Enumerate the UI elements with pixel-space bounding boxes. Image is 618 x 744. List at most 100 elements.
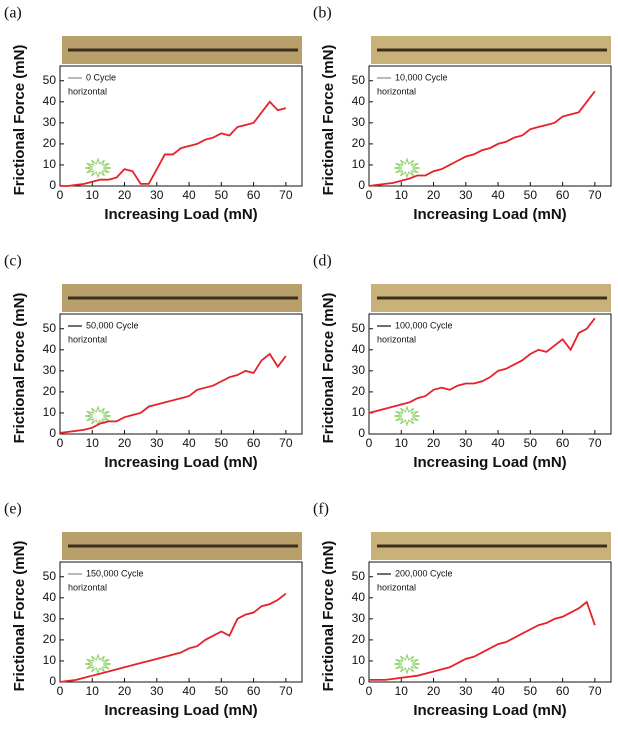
x-tick-label: 40 — [491, 684, 505, 698]
legend-note: horizontal — [68, 334, 107, 344]
x-tick-label: 30 — [150, 188, 164, 202]
panel-label: (b) — [313, 5, 332, 22]
x-tick-label: 60 — [556, 188, 570, 202]
highlight-burst — [393, 653, 421, 675]
x-tick-label: 50 — [524, 436, 538, 450]
panel: (e) 0 10 20 30 40 50 0 10 20 30 40 50 60 70 Increasing … — [4, 501, 303, 719]
legend-label: 100,000 Cycle — [395, 320, 453, 330]
plot-frame — [59, 561, 303, 683]
y-tick-label: 20 — [352, 136, 366, 150]
data-line — [368, 317, 596, 414]
y-tick-label: 20 — [352, 384, 366, 398]
y-axis-title: Frictional Force (mN) — [11, 45, 28, 196]
y-tick-label: 10 — [43, 405, 57, 419]
y-tick-label: 30 — [43, 363, 57, 377]
x-tick-label: 30 — [459, 188, 473, 202]
y-tick-label: 50 — [43, 569, 57, 583]
y-tick-label: 40 — [43, 342, 57, 356]
y-tick-label: 20 — [43, 384, 57, 398]
x-tick-label: 30 — [459, 436, 473, 450]
x-tick-label: 40 — [182, 684, 196, 698]
y-tick-label: 50 — [352, 321, 366, 335]
x-tick-label: 0 — [366, 684, 373, 698]
plot-frame — [368, 561, 612, 683]
x-tick-label: 20 — [427, 436, 441, 450]
plot-frame — [59, 65, 303, 187]
y-tick-label: 20 — [352, 632, 366, 646]
y-tick-label: 40 — [352, 342, 366, 356]
y-axis-title: Frictional Force (mN) — [320, 293, 337, 444]
x-axis-title: Increasing Load (mN) — [104, 454, 257, 471]
y-tick-label: 40 — [352, 590, 366, 604]
y-tick-label: 10 — [43, 653, 57, 667]
y-tick-label: 50 — [43, 321, 57, 335]
panel: (d) 0 10 20 30 40 50 0 10 20 30 40 50 60 70 Increasing … — [313, 253, 612, 471]
x-tick-label: 50 — [215, 188, 229, 202]
y-tick-label: 10 — [352, 653, 366, 667]
x-tick-label: 50 — [524, 188, 538, 202]
x-tick-label: 60 — [556, 436, 570, 450]
plot-frame — [59, 313, 303, 435]
x-tick-label: 60 — [556, 684, 570, 698]
y-tick-label: 40 — [352, 94, 366, 108]
x-tick-label: 60 — [247, 684, 261, 698]
x-tick-label: 10 — [86, 436, 100, 450]
legend-label: 10,000 Cycle — [395, 72, 448, 82]
highlight-burst — [84, 653, 112, 675]
x-tick-label: 50 — [215, 436, 229, 450]
x-axis-title: Increasing Load (mN) — [104, 206, 257, 223]
x-tick-label: 50 — [524, 684, 538, 698]
x-tick-label: 30 — [150, 436, 164, 450]
y-tick-label: 30 — [352, 611, 366, 625]
x-tick-label: 10 — [395, 436, 409, 450]
legend-label: 50,000 Cycle — [86, 320, 139, 330]
y-tick-label: 10 — [43, 157, 57, 171]
x-tick-label: 0 — [366, 436, 373, 450]
y-tick-label: 0 — [358, 674, 365, 688]
y-tick-label: 0 — [358, 178, 365, 192]
x-tick-label: 0 — [57, 436, 64, 450]
x-tick-label: 70 — [588, 436, 602, 450]
y-tick-label: 0 — [358, 426, 365, 440]
x-axis-title: Increasing Load (mN) — [104, 702, 257, 719]
legend-label: 0 Cycle — [86, 72, 116, 82]
panel: (c) 0 10 20 30 40 50 0 10 20 30 40 50 60 70 Increasing … — [4, 253, 303, 471]
x-tick-label: 10 — [395, 684, 409, 698]
highlight-burst — [393, 405, 421, 427]
x-tick-label: 40 — [491, 188, 505, 202]
legend-note: horizontal — [377, 334, 416, 344]
y-axis-title: Frictional Force (mN) — [11, 293, 28, 444]
y-tick-label: 30 — [352, 363, 366, 377]
x-axis-title: Increasing Load (mN) — [413, 206, 566, 223]
x-tick-label: 70 — [279, 436, 293, 450]
plot-frame — [368, 313, 612, 435]
x-axis-title: Increasing Load (mN) — [413, 454, 566, 471]
y-tick-label: 50 — [352, 73, 366, 87]
y-tick-label: 40 — [43, 590, 57, 604]
x-tick-label: 20 — [118, 436, 132, 450]
y-tick-label: 50 — [43, 73, 57, 87]
y-tick-label: 30 — [43, 611, 57, 625]
y-tick-label: 30 — [43, 115, 57, 129]
legend-note: horizontal — [68, 86, 107, 96]
plot-frame — [368, 65, 612, 187]
data-line — [59, 352, 287, 434]
panel-label: (d) — [313, 253, 332, 270]
panel-label: (a) — [4, 5, 22, 22]
y-tick-label: 0 — [49, 674, 56, 688]
y-tick-label: 30 — [352, 115, 366, 129]
legend-label: 200,000 Cycle — [395, 568, 453, 578]
highlight-burst — [393, 157, 421, 179]
highlight-burst — [84, 405, 112, 427]
y-axis-title: Frictional Force (mN) — [320, 541, 337, 692]
x-tick-label: 40 — [182, 436, 196, 450]
legend-label: 150,000 Cycle — [86, 568, 144, 578]
x-tick-label: 20 — [427, 188, 441, 202]
x-tick-label: 30 — [459, 684, 473, 698]
x-tick-label: 70 — [279, 684, 293, 698]
x-tick-label: 50 — [215, 684, 229, 698]
panel: (b) 0 10 20 30 40 50 0 10 20 30 40 50 60 70 Increasing … — [313, 5, 612, 223]
x-tick-label: 10 — [86, 684, 100, 698]
y-tick-label: 0 — [49, 426, 56, 440]
